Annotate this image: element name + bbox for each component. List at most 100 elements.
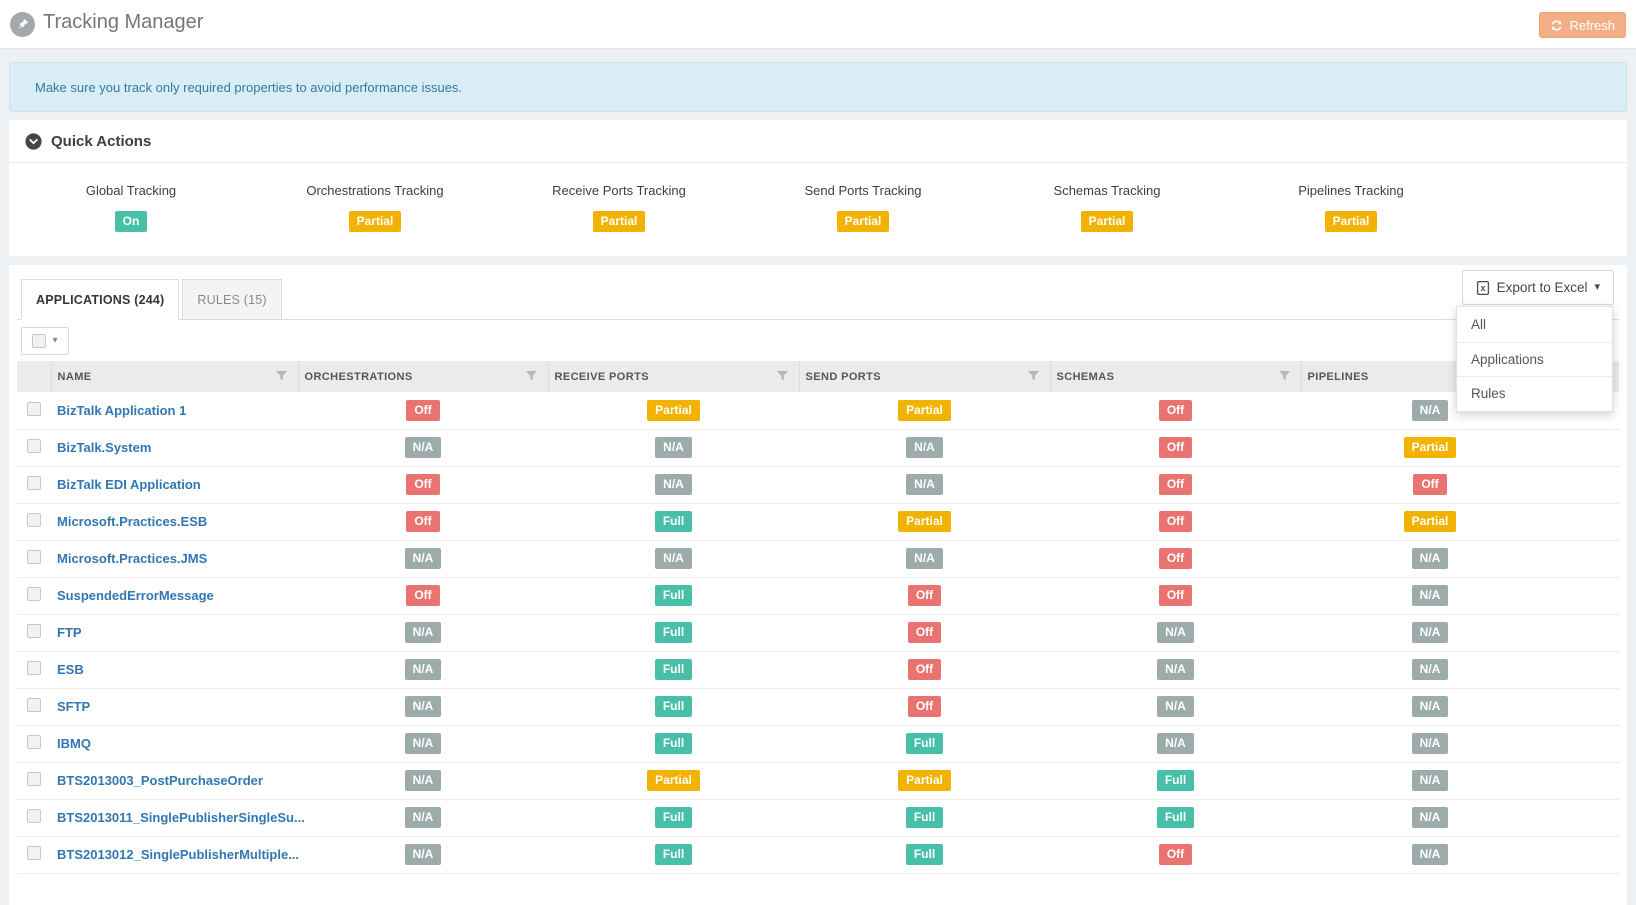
chevron-circle-down-icon[interactable] — [25, 133, 42, 150]
tracking-status-badge[interactable]: Off — [406, 400, 439, 421]
tracking-status-badge[interactable]: Full — [906, 807, 943, 828]
tracking-status-badge[interactable]: Off — [1159, 844, 1192, 865]
tracking-status-badge[interactable]: Full — [655, 659, 692, 680]
row-checkbox[interactable] — [27, 846, 41, 860]
export-to-excel-button[interactable]: x Export to Excel ▾ — [1462, 270, 1614, 305]
tab-rules-15[interactable]: RULES (15) — [182, 279, 281, 320]
application-name-cell: BizTalk EDI Application — [51, 466, 298, 503]
schemas-cell: Full — [1050, 762, 1301, 799]
pipelines-cell: N/A — [1301, 762, 1559, 799]
row-checkbox[interactable] — [27, 587, 41, 601]
quick-action-status-badge[interactable]: On — [115, 211, 148, 232]
application-name-link[interactable]: BTS2013012_SinglePublisherMultiple... — [57, 847, 299, 862]
tracking-status-badge[interactable]: Off — [406, 585, 439, 606]
quick-action-status-badge[interactable]: Partial — [837, 211, 890, 232]
quick-action-status-badge[interactable]: Partial — [593, 211, 646, 232]
row-checkbox[interactable] — [27, 735, 41, 749]
tracking-status-badge[interactable]: Off — [1159, 511, 1192, 532]
application-name-link[interactable]: BTS2013003_PostPurchaseOrder — [57, 773, 263, 788]
select-all-dropdown-button[interactable]: ▾ — [21, 327, 69, 355]
tracking-status-badge[interactable]: Off — [908, 585, 941, 606]
tab-applications-244[interactable]: APPLICATIONS (244) — [21, 279, 179, 320]
application-name-link[interactable]: IBMQ — [57, 736, 91, 751]
tracking-status-badge[interactable]: Full — [906, 733, 943, 754]
row-spacer-cell — [1559, 614, 1619, 651]
row-checkbox[interactable] — [27, 772, 41, 786]
tracking-status-badge[interactable]: Full — [1157, 807, 1194, 828]
tracking-status-badge[interactable]: Full — [655, 807, 692, 828]
tracking-status-badge[interactable]: Off — [1159, 585, 1192, 606]
row-checkbox[interactable] — [27, 661, 41, 675]
tracking-status-badge[interactable]: Partial — [1404, 437, 1457, 458]
row-checkbox[interactable] — [27, 402, 41, 416]
row-checkbox[interactable] — [27, 698, 41, 712]
application-name-link[interactable]: BizTalk EDI Application — [57, 477, 201, 492]
row-checkbox[interactable] — [27, 513, 41, 527]
row-checkbox[interactable] — [27, 809, 41, 823]
tracking-status-badge[interactable]: Off — [908, 659, 941, 680]
filter-icon[interactable] — [276, 371, 287, 384]
column-header-orchestrations[interactable]: ORCHESTRATIONS — [298, 361, 548, 392]
tracking-status-badge[interactable]: Off — [908, 696, 941, 717]
column-header-send-ports[interactable]: SEND PORTS — [799, 361, 1050, 392]
quick-action-status-badge[interactable]: Partial — [349, 211, 402, 232]
export-menu-item-all[interactable]: All — [1457, 308, 1612, 342]
tracking-status-badge[interactable]: Full — [655, 696, 692, 717]
row-checkbox[interactable] — [27, 476, 41, 490]
tracking-status-badge[interactable]: Partial — [647, 770, 700, 791]
application-name-link[interactable]: BTS2013011_SinglePublisherSingleSu... — [57, 810, 305, 825]
column-header-name[interactable]: NAME — [51, 361, 298, 392]
tracking-status-badge[interactable]: Full — [1157, 770, 1194, 791]
row-checkbox[interactable] — [27, 439, 41, 453]
application-name-link[interactable]: BizTalk.System — [57, 440, 151, 455]
tracking-status-badge[interactable]: Full — [655, 511, 692, 532]
filter-icon[interactable] — [526, 371, 537, 384]
tracking-status-badge[interactable]: Full — [655, 585, 692, 606]
application-name-cell: SuspendedErrorMessage — [51, 577, 298, 614]
application-name-link[interactable]: ESB — [57, 662, 84, 677]
row-checkbox[interactable] — [27, 550, 41, 564]
receive-ports-cell: Partial — [548, 762, 799, 799]
tracking-status-badge[interactable]: Off — [1413, 474, 1446, 495]
application-name-link[interactable]: Microsoft.Practices.ESB — [57, 514, 207, 529]
select-all-checkbox — [32, 334, 46, 348]
application-name-link[interactable]: SuspendedErrorMessage — [57, 588, 214, 603]
row-spacer-cell — [1559, 799, 1619, 836]
row-checkbox[interactable] — [27, 624, 41, 638]
tracking-status-badge[interactable]: Full — [655, 844, 692, 865]
application-name-link[interactable]: BizTalk Application 1 — [57, 403, 186, 418]
row-checkbox-cell — [17, 651, 51, 688]
tracking-status-badge[interactable]: Full — [906, 844, 943, 865]
tracking-status-badge[interactable]: Off — [1159, 437, 1192, 458]
tracking-status-badge[interactable]: Full — [655, 622, 692, 643]
filter-icon[interactable] — [1279, 371, 1290, 384]
quick-action-status-badge[interactable]: Partial — [1325, 211, 1378, 232]
tracking-status-badge[interactable]: Partial — [898, 511, 951, 532]
tracking-status-badge[interactable]: Off — [1159, 474, 1192, 495]
application-name-link[interactable]: SFTP — [57, 699, 90, 714]
tracking-status-badge[interactable]: Partial — [647, 400, 700, 421]
tracking-status-badge[interactable]: Off — [908, 622, 941, 643]
column-header-receive-ports[interactable]: RECEIVE PORTS — [548, 361, 799, 392]
application-name-link[interactable]: FTP — [57, 625, 82, 640]
tracking-status-badge[interactable]: Off — [1159, 400, 1192, 421]
column-header-schemas[interactable]: SCHEMAS — [1050, 361, 1301, 392]
application-name-link[interactable]: Microsoft.Practices.JMS — [57, 551, 207, 566]
tracking-status-badge[interactable]: Off — [1159, 548, 1192, 569]
quick-action-status-badge[interactable]: Partial — [1081, 211, 1134, 232]
filter-icon[interactable] — [1028, 371, 1039, 384]
tracking-status-badge: N/A — [1412, 844, 1449, 865]
tracking-status-badge[interactable]: Partial — [898, 770, 951, 791]
refresh-button[interactable]: Refresh — [1539, 12, 1626, 38]
filter-icon[interactable] — [777, 371, 788, 384]
tracking-status-badge[interactable]: Off — [406, 474, 439, 495]
export-menu-item-rules[interactable]: Rules — [1457, 376, 1612, 410]
column-header-label: SCHEMAS — [1057, 371, 1115, 383]
export-menu-item-applications[interactable]: Applications — [1457, 342, 1612, 376]
row-spacer-cell — [1559, 725, 1619, 762]
tracking-status-badge[interactable]: Partial — [1404, 511, 1457, 532]
tracking-status-badge[interactable]: Partial — [898, 400, 951, 421]
tracking-status-badge[interactable]: Off — [406, 511, 439, 532]
tracking-status-badge[interactable]: Full — [655, 733, 692, 754]
receive-ports-cell: Full — [548, 836, 799, 873]
